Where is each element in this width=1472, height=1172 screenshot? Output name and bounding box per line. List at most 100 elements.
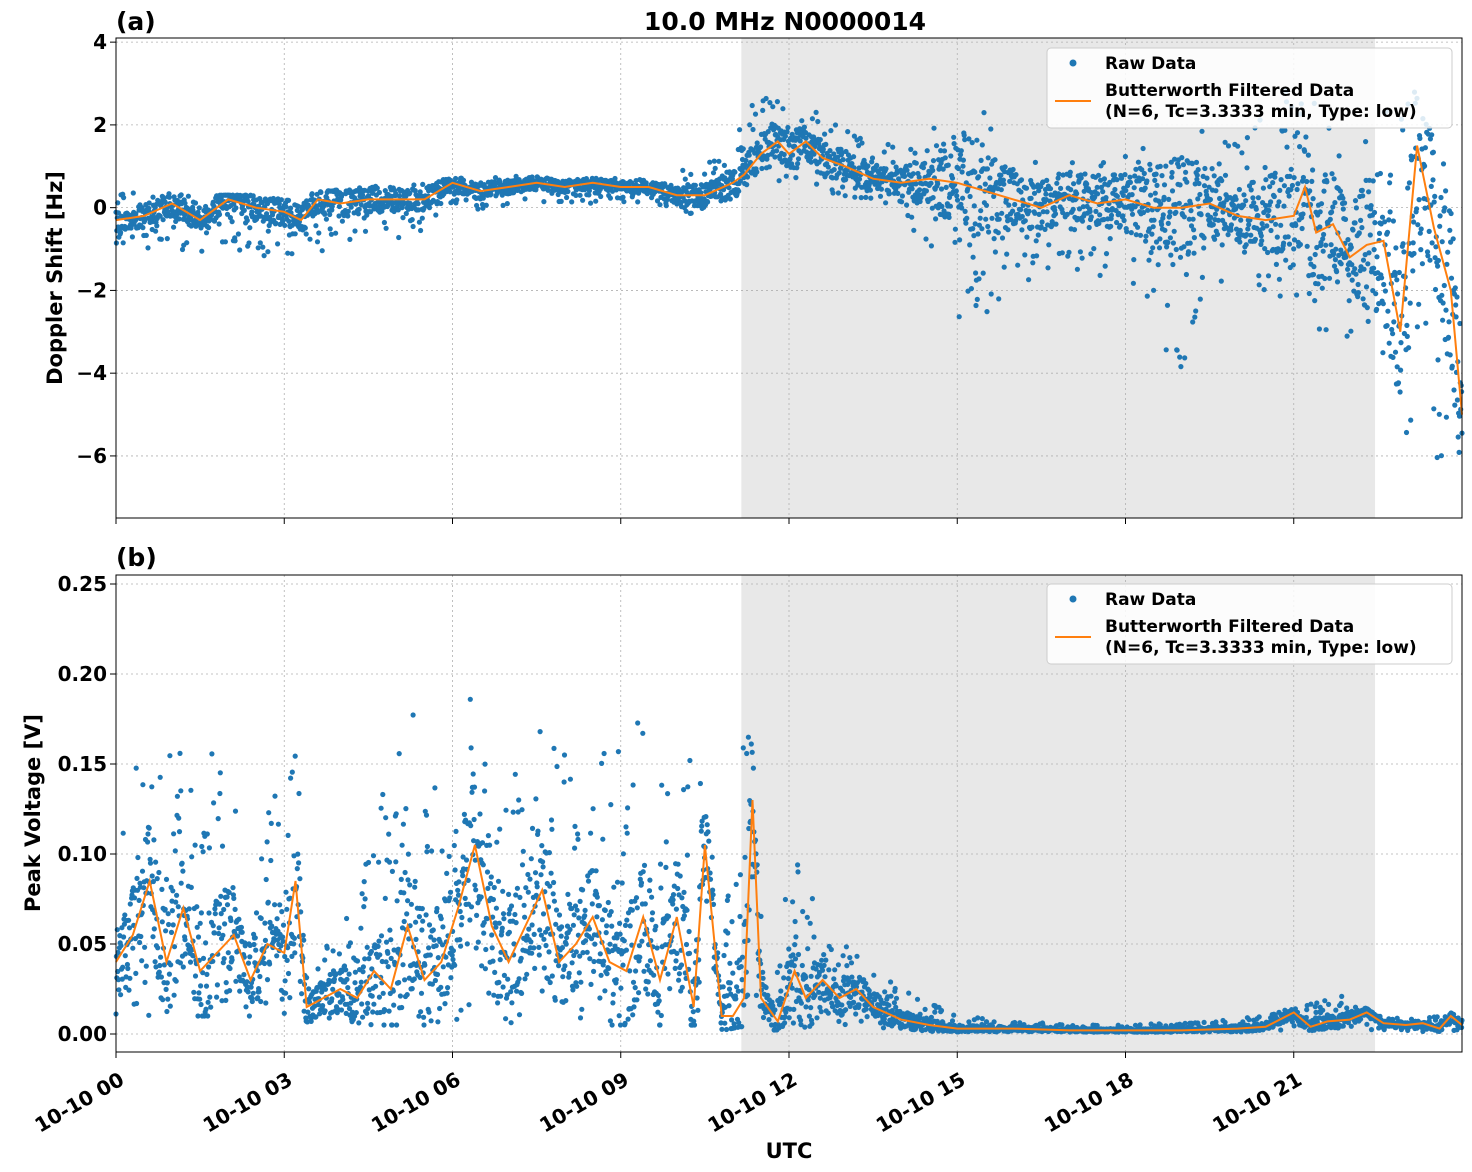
raw-data-point (216, 930, 222, 937)
raw-data-point (431, 937, 437, 943)
raw-data-point (675, 861, 681, 867)
raw-data-point (1342, 216, 1349, 222)
raw-data-point (548, 817, 555, 823)
raw-data-point (1029, 224, 1035, 230)
raw-data-point (776, 178, 782, 184)
raw-data-point (590, 806, 596, 812)
raw-data-point (1171, 228, 1177, 234)
raw-data-point (404, 911, 410, 917)
raw-data-point (635, 720, 641, 726)
raw-data-point (540, 911, 547, 917)
raw-data-point (1195, 167, 1201, 173)
raw-data-point (513, 920, 519, 926)
raw-data-point (1032, 210, 1038, 216)
raw-data-point (510, 809, 516, 815)
raw-data-point (627, 923, 633, 929)
raw-data-point (563, 998, 569, 1004)
raw-data-point (1255, 213, 1261, 219)
raw-data-point (865, 163, 871, 169)
raw-data-point (917, 198, 923, 205)
raw-data-point (516, 1012, 523, 1018)
raw-data-point (1054, 180, 1060, 186)
raw-data-point (1379, 275, 1385, 281)
raw-data-point (1340, 195, 1346, 201)
raw-data-point (1394, 364, 1400, 370)
raw-data-point (1450, 236, 1456, 242)
raw-data-point (825, 164, 831, 170)
raw-data-point (571, 912, 577, 918)
raw-data-point (166, 921, 172, 928)
raw-data-point (621, 938, 627, 944)
raw-data-point (1010, 166, 1016, 173)
raw-data-point (487, 881, 494, 887)
raw-data-point (1320, 248, 1326, 254)
raw-data-point (971, 233, 977, 239)
raw-data-point (428, 1018, 434, 1024)
raw-data-point (1346, 298, 1352, 304)
raw-data-point (722, 1020, 728, 1026)
raw-data-point (496, 979, 502, 986)
raw-data-point (155, 945, 161, 951)
raw-data-point (1120, 192, 1126, 198)
raw-data-point (277, 902, 283, 908)
raw-data-point (543, 942, 549, 949)
raw-data-point (360, 192, 366, 198)
raw-data-point (1163, 163, 1169, 169)
raw-data-point (136, 897, 142, 904)
raw-data-point (1103, 195, 1109, 201)
raw-data-point (539, 843, 545, 849)
raw-data-point (493, 924, 499, 930)
raw-data-point (1078, 175, 1084, 181)
raw-data-point (998, 172, 1004, 178)
raw-data-point (901, 173, 908, 179)
raw-data-point (1448, 210, 1454, 217)
raw-data-point (412, 878, 418, 885)
raw-data-point (614, 935, 620, 941)
raw-data-point (663, 864, 669, 871)
raw-data-point (1114, 193, 1120, 199)
raw-data-point (322, 957, 328, 963)
raw-data-point (1431, 199, 1437, 205)
raw-data-point (469, 789, 475, 795)
raw-data-point (360, 969, 366, 975)
raw-data-point (1373, 291, 1379, 297)
raw-data-point (1371, 265, 1377, 271)
raw-data-point (482, 788, 488, 794)
raw-data-point (541, 965, 547, 971)
raw-data-point (1328, 242, 1334, 248)
raw-data-point (200, 849, 206, 855)
raw-data-point (911, 227, 917, 233)
raw-data-point (375, 943, 381, 950)
raw-data-point (526, 926, 532, 932)
raw-data-point (716, 158, 722, 164)
raw-data-point (793, 175, 799, 181)
raw-data-point (785, 124, 791, 131)
raw-data-point (467, 917, 473, 923)
raw-data-point (795, 951, 802, 958)
raw-data-point (490, 958, 496, 964)
raw-data-point (133, 211, 139, 217)
raw-data-point (1213, 188, 1219, 194)
raw-data-point (195, 209, 201, 215)
raw-data-point (983, 202, 990, 208)
raw-data-point (594, 914, 600, 920)
raw-data-point (726, 185, 732, 191)
raw-data-point (1305, 152, 1311, 158)
raw-data-point (1052, 211, 1059, 217)
raw-data-point (529, 950, 535, 956)
raw-data-point (249, 998, 255, 1005)
raw-data-point (424, 849, 430, 855)
raw-data-point (1445, 334, 1452, 340)
raw-data-point (1158, 201, 1164, 207)
raw-data-point (952, 239, 958, 245)
raw-data-point (427, 952, 433, 958)
raw-data-point (1349, 262, 1355, 268)
raw-data-point (268, 820, 274, 827)
raw-data-point (1127, 174, 1133, 180)
raw-data-point (1152, 190, 1158, 196)
raw-data-point (118, 992, 124, 998)
raw-data-point (394, 1022, 400, 1028)
raw-data-point (246, 240, 252, 246)
raw-data-point (500, 911, 507, 917)
raw-data-point (947, 203, 954, 209)
